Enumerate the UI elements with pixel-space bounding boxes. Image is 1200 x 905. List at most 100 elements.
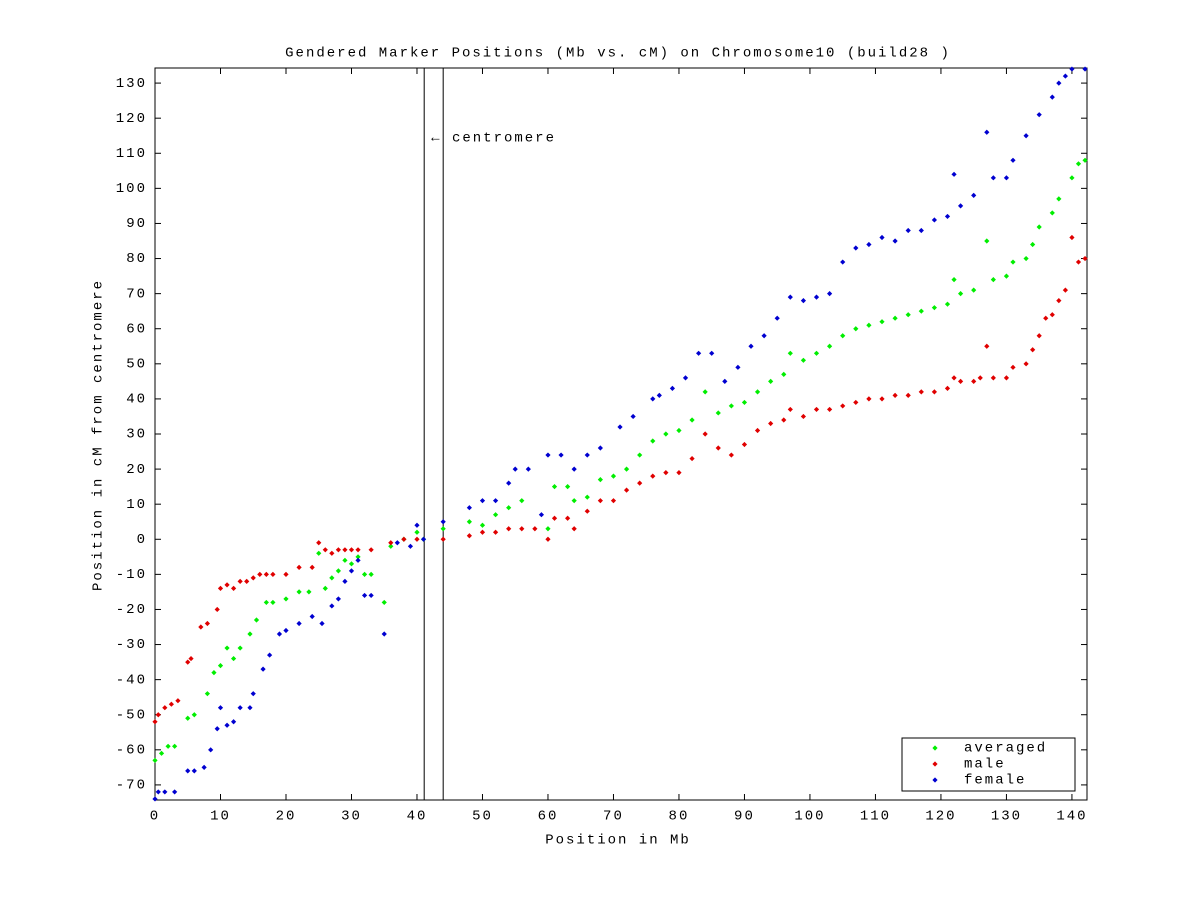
- point: [155, 712, 161, 718]
- point: [407, 543, 414, 549]
- point: [152, 796, 158, 802]
- point: [984, 238, 990, 244]
- point: [879, 396, 885, 402]
- point: [1075, 161, 1082, 167]
- y-tick-label: 10: [126, 497, 147, 513]
- x-tick-label: 50: [472, 809, 493, 825]
- y-tick-label: -70: [116, 778, 147, 794]
- point: [479, 498, 486, 504]
- point: [247, 631, 253, 637]
- point: [185, 768, 191, 774]
- point: [1003, 273, 1010, 279]
- point: [905, 227, 911, 234]
- point: [827, 291, 833, 297]
- point: [270, 599, 276, 606]
- point: [951, 375, 957, 381]
- point: [224, 582, 230, 588]
- point: [551, 515, 558, 521]
- point: [414, 522, 420, 528]
- point: [630, 413, 636, 420]
- point: [198, 624, 204, 630]
- point: [866, 322, 872, 328]
- point: [316, 540, 322, 546]
- point: [1010, 157, 1016, 163]
- point: [519, 526, 525, 532]
- point: [571, 526, 577, 532]
- point: [270, 571, 276, 577]
- x-tick-label: 140: [1056, 809, 1087, 825]
- point: [728, 452, 734, 458]
- point: [1069, 66, 1075, 72]
- point: [204, 620, 210, 627]
- point: [1036, 333, 1042, 339]
- point: [840, 333, 846, 339]
- point: [237, 645, 243, 651]
- point: [715, 445, 721, 451]
- point: [774, 315, 780, 321]
- point: [696, 350, 702, 356]
- point: [158, 750, 165, 756]
- point: [813, 350, 820, 356]
- chart-title: Gendered Marker Positions (Mb vs. cM) on…: [285, 46, 951, 62]
- point: [322, 585, 328, 592]
- x-tick-label: 20: [276, 809, 297, 825]
- point: [1082, 157, 1088, 163]
- point: [466, 519, 472, 525]
- point: [656, 392, 662, 398]
- point: [623, 466, 630, 472]
- point: [957, 291, 964, 297]
- point: [1056, 80, 1062, 86]
- point: [741, 399, 748, 406]
- y-tick-label: 130: [116, 76, 147, 92]
- point: [800, 357, 807, 363]
- point: [342, 557, 348, 563]
- point: [971, 378, 977, 384]
- y-tick-label: 50: [126, 357, 147, 373]
- point: [682, 375, 689, 381]
- point: [676, 470, 682, 476]
- point: [571, 498, 577, 504]
- point: [440, 526, 446, 532]
- point: [519, 498, 525, 504]
- point: [781, 417, 787, 423]
- point: [722, 378, 728, 384]
- y-tick-label: 30: [126, 427, 147, 443]
- point: [728, 403, 734, 409]
- x-tick-label: 10: [210, 809, 231, 825]
- y-tick-label: -40: [116, 672, 147, 688]
- x-tick-label: 60: [538, 809, 559, 825]
- point: [342, 578, 348, 584]
- point: [276, 631, 283, 637]
- y-tick-label: -50: [116, 707, 147, 723]
- point: [335, 596, 341, 602]
- point: [175, 698, 181, 704]
- point: [735, 364, 741, 370]
- point: [348, 547, 355, 553]
- annotation: ← centromere: [431, 131, 556, 147]
- point: [388, 540, 394, 546]
- point: [1030, 347, 1036, 353]
- point: [263, 599, 269, 606]
- point: [204, 691, 210, 697]
- point: [558, 452, 564, 458]
- legend-marker: [932, 761, 938, 767]
- point: [355, 554, 361, 560]
- point: [230, 655, 237, 662]
- point: [335, 568, 341, 574]
- point: [381, 599, 387, 606]
- point: [168, 701, 174, 707]
- point: [957, 378, 964, 384]
- point: [185, 715, 191, 721]
- point: [329, 575, 335, 581]
- legend-box: [901, 737, 1076, 792]
- point: [931, 389, 937, 395]
- point: [990, 175, 996, 181]
- x-tick-label: 40: [407, 809, 428, 825]
- point: [217, 585, 224, 592]
- point: [800, 298, 807, 304]
- point: [355, 547, 361, 553]
- point: [597, 498, 603, 504]
- point: [663, 470, 669, 476]
- point: [1036, 112, 1042, 118]
- point: [866, 396, 872, 402]
